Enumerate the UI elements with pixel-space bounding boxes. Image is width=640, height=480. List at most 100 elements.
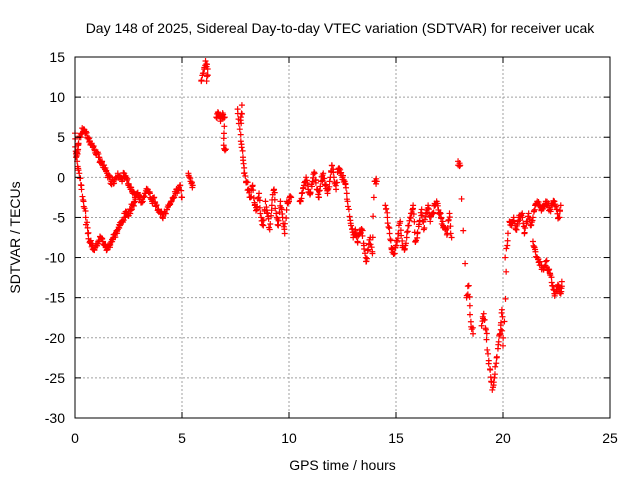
data-point (403, 234, 410, 241)
data-point (271, 186, 278, 193)
data-point (279, 214, 286, 221)
data-point (414, 229, 421, 236)
data-point (237, 131, 244, 138)
data-point (85, 229, 92, 236)
data-point (189, 182, 196, 189)
x-tick-label: 10 (281, 430, 297, 446)
data-point (502, 295, 509, 302)
data-point (277, 198, 284, 205)
data-point (531, 207, 538, 214)
data-point (151, 194, 158, 201)
data-point (78, 186, 85, 193)
data-point (492, 363, 499, 370)
data-point (406, 217, 413, 224)
data-point (457, 162, 464, 169)
data-point (386, 230, 393, 237)
data-point (391, 250, 398, 257)
data-point (128, 184, 135, 191)
data-point (87, 237, 94, 244)
data-point (315, 194, 322, 201)
data-point (127, 207, 134, 214)
data-point (244, 179, 251, 186)
data-point (359, 232, 366, 239)
data-point (458, 195, 465, 202)
data-point (237, 138, 244, 145)
data-point (283, 206, 290, 213)
data-point (436, 209, 443, 216)
data-point (501, 318, 508, 325)
data-point (340, 172, 347, 179)
data-point (503, 245, 510, 252)
data-point (397, 218, 404, 225)
data-point (466, 293, 473, 300)
data-point (238, 144, 245, 151)
data-point (462, 260, 469, 267)
data-point (480, 310, 487, 317)
x-tick-label: 25 (602, 430, 618, 446)
data-point (485, 350, 492, 357)
data-point (262, 198, 269, 205)
data-point (388, 246, 395, 253)
data-point (272, 205, 279, 212)
x-tick-label: 0 (71, 430, 79, 446)
data-point (354, 239, 361, 246)
data-point (495, 338, 502, 345)
data-point (162, 210, 169, 217)
data-point (283, 215, 290, 222)
data-point (256, 204, 263, 211)
data-point (516, 217, 523, 224)
data-point (77, 175, 84, 182)
data-point (103, 167, 110, 174)
data-point (281, 220, 288, 227)
data-point (82, 208, 89, 215)
x-tick-label: 15 (388, 430, 404, 446)
data-point (250, 187, 257, 194)
data-point (478, 322, 485, 329)
data-point (139, 198, 146, 205)
data-point (271, 189, 278, 196)
data-point (75, 167, 82, 174)
data-point (522, 224, 529, 231)
data-point (483, 336, 490, 343)
data-point (320, 170, 327, 177)
data-point (367, 241, 374, 248)
data-point (493, 360, 500, 367)
data-point (256, 197, 263, 204)
data-point (498, 306, 505, 313)
data-point (483, 330, 490, 337)
data-point (128, 206, 135, 213)
data-point (448, 234, 455, 241)
data-point (203, 78, 210, 85)
data-point (271, 196, 278, 203)
data-point (257, 210, 264, 217)
data-point (368, 244, 375, 251)
data-point (239, 110, 246, 117)
data-point (345, 206, 352, 213)
x-tick-label: 20 (495, 430, 511, 446)
data-point (300, 185, 307, 192)
data-point (222, 146, 229, 153)
y-tick-label: -20 (45, 330, 65, 346)
data-point (238, 120, 245, 127)
data-point (358, 226, 365, 233)
data-point (549, 282, 556, 289)
data-point (178, 187, 185, 194)
data-point (343, 190, 350, 197)
data-point (484, 346, 491, 353)
grid-lines (75, 57, 610, 418)
data-point (419, 212, 426, 219)
data-point (91, 247, 98, 254)
data-point (316, 187, 323, 194)
data-point (81, 205, 88, 212)
data-point (387, 236, 394, 243)
data-point (386, 225, 393, 232)
data-point (198, 77, 205, 84)
data-point (344, 203, 351, 210)
data-point (548, 274, 555, 281)
data-point (547, 208, 554, 215)
data-point (384, 220, 391, 227)
data-point (364, 255, 371, 262)
y-tick-label: -30 (45, 410, 65, 426)
data-point (287, 193, 294, 200)
data-point (298, 195, 305, 202)
